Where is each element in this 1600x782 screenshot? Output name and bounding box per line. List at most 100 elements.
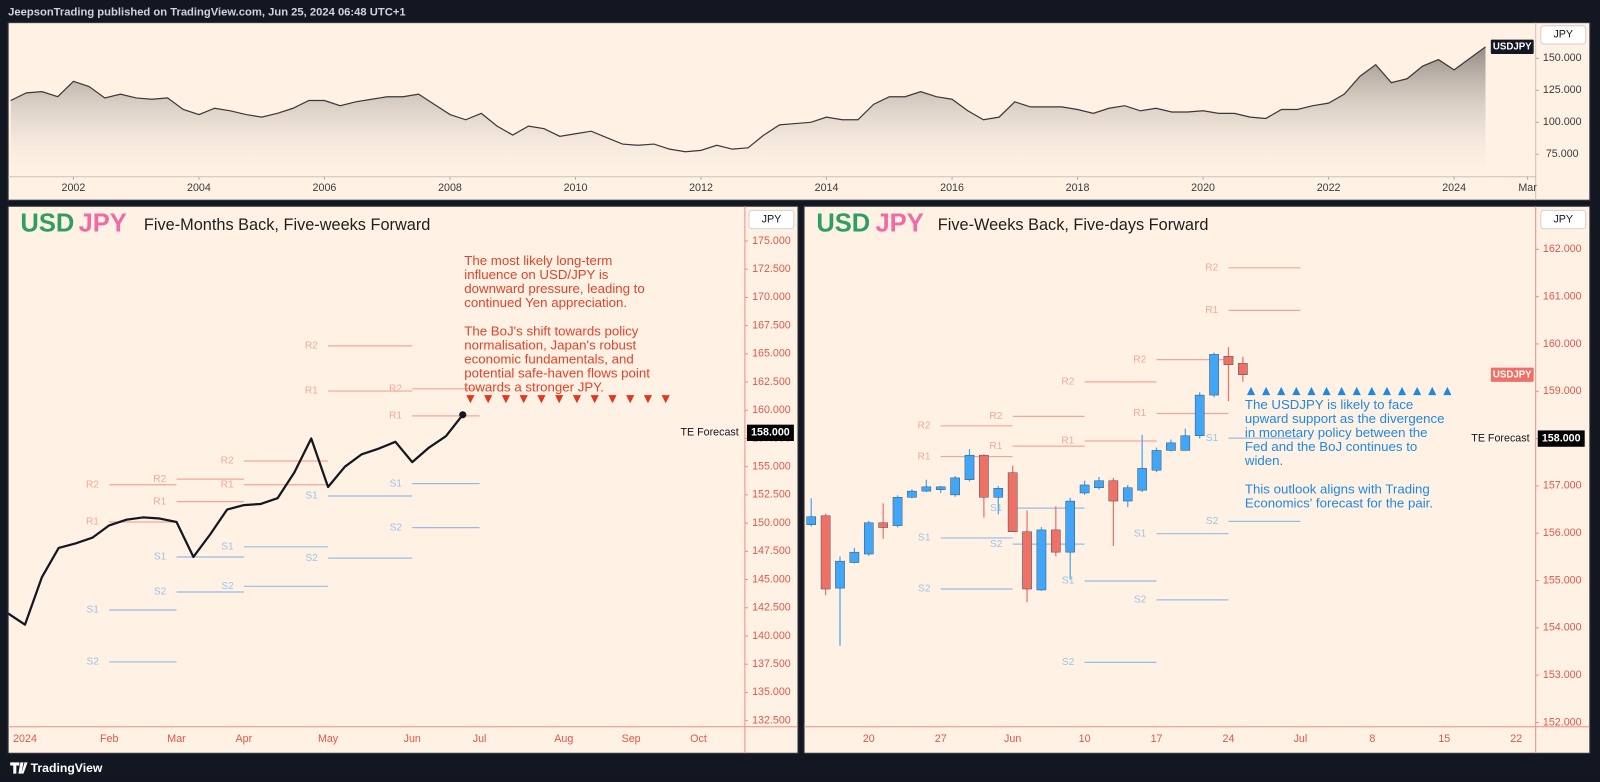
- x-tick-label: Jul: [473, 733, 487, 745]
- y-tick-label: 172.500: [752, 263, 791, 275]
- y-tick-label: 152.000: [1543, 716, 1582, 728]
- candle-body: [935, 486, 946, 490]
- y-tick-label: 154.000: [1543, 622, 1582, 634]
- annotation-line: in monetary policy between the: [1245, 425, 1428, 440]
- x-tick-label: Jul: [1294, 733, 1308, 745]
- annotation-line: economic fundamentals, and: [464, 351, 633, 366]
- pivot-label: S1: [87, 605, 100, 616]
- x-tick-label: May: [318, 733, 339, 745]
- pivot-label: S2: [390, 522, 403, 533]
- y-tick-label: 135.000: [752, 686, 791, 698]
- candle-body: [921, 486, 932, 492]
- pivot-label: S2: [1206, 516, 1219, 527]
- signal-arrow: [519, 395, 528, 404]
- x-tick-label: 22: [1510, 733, 1522, 745]
- annotation-line: potential safe-haven flows point: [464, 366, 650, 381]
- pivot-label: R1: [86, 517, 99, 528]
- axis-unit-box: [1540, 209, 1587, 230]
- pivot-label: S1: [154, 552, 167, 563]
- pivot-label: S1: [990, 503, 1003, 514]
- candle-body: [1122, 487, 1133, 502]
- y-tick-label: 153.000: [1543, 669, 1582, 681]
- x-tick-label: Jun: [1004, 733, 1021, 745]
- signal-arrow: [537, 395, 546, 404]
- signal-arrow: [1413, 386, 1422, 396]
- y-tick-label: 170.000: [752, 291, 791, 303]
- pivot-label: R2: [1205, 262, 1218, 273]
- candle-body: [849, 551, 860, 563]
- y-tick-label: 167.500: [752, 319, 791, 331]
- y-tick-label: 160.000: [1543, 338, 1582, 350]
- pivot-label: R2: [389, 383, 402, 394]
- candle-body: [1065, 500, 1076, 553]
- candle-body: [1007, 472, 1018, 533]
- forecast-value: 158.000: [1542, 432, 1581, 444]
- symbol-badge: [1490, 367, 1534, 382]
- x-tick-label: 2018: [1066, 182, 1090, 194]
- x-tick-label: Mar: [167, 733, 186, 745]
- pivot-label: R1: [389, 411, 402, 422]
- pivot-label: R1: [153, 496, 166, 507]
- y-tick-label: 147.500: [752, 545, 791, 557]
- signal-arrow: [466, 395, 475, 404]
- y-tick-label: 137.500: [752, 658, 791, 670]
- signal-arrow: [1246, 386, 1256, 396]
- pivot-label: S1: [1062, 576, 1075, 587]
- y-tick-label: 140.000: [752, 630, 791, 642]
- y-tick-label: 100.000: [1543, 116, 1582, 128]
- candle-body: [1209, 354, 1219, 396]
- signal-arrow: [1322, 386, 1331, 396]
- signal-arrow: [1397, 386, 1407, 396]
- pivot-label: R1: [1061, 436, 1074, 447]
- candle-body: [1194, 394, 1205, 436]
- y-tick-label: 175.000: [752, 235, 791, 247]
- pivot-label: S2: [154, 587, 167, 598]
- y-tick-label: 125.000: [1543, 84, 1582, 96]
- symbol-quote: JPY: [79, 209, 127, 237]
- pivot-label: S2: [990, 539, 1003, 550]
- signal-arrow: [590, 395, 599, 404]
- candle-body: [1223, 356, 1234, 365]
- publish-info: JeepsonTrading published on TradingView.…: [8, 6, 405, 18]
- pivot-label: R2: [305, 341, 318, 352]
- axis-unit-box: [1540, 25, 1587, 45]
- annotation-line: The most likely long-term: [464, 253, 612, 268]
- pivot-label: S2: [1062, 657, 1075, 668]
- y-tick-label: 162.500: [752, 376, 791, 388]
- candle-body: [1094, 480, 1104, 489]
- signal-arrow: [1382, 386, 1392, 396]
- candle-body: [964, 454, 975, 480]
- y-tick-label: 165.000: [752, 348, 791, 360]
- y-tick-label: 155.000: [752, 461, 791, 473]
- symbol-badge: [1490, 39, 1534, 54]
- annotation-line: normalisation, Japan's robust: [464, 337, 636, 352]
- pivot-label: R1: [989, 441, 1002, 452]
- candle-body: [907, 490, 917, 498]
- pivot-label: S1: [390, 478, 403, 489]
- candle-body: [878, 522, 888, 528]
- annotation-line: downward pressure, leading to: [464, 281, 644, 296]
- candle-body: [1137, 468, 1147, 491]
- chart-title: Five-Weeks Back, Five-days Forward: [938, 216, 1209, 234]
- x-tick-label: Mar: [1518, 182, 1537, 194]
- pivot-label: R2: [1133, 354, 1146, 365]
- signal-arrow: [1428, 386, 1437, 396]
- brand: TradingView: [31, 761, 103, 775]
- left-panel: [7, 205, 799, 754]
- pivot-label: R2: [153, 474, 166, 485]
- y-tick-label: 160.000: [752, 404, 791, 416]
- forecast-label: TE Forecast: [680, 427, 738, 439]
- signal-arrow: [626, 395, 635, 404]
- candle-body: [892, 497, 903, 526]
- forecast-value: 158.000: [751, 427, 790, 439]
- y-tick-label: 150.000: [1543, 52, 1582, 64]
- x-tick-label: 2004: [187, 182, 211, 194]
- symbol-base: USD: [20, 209, 74, 237]
- symbol-badge-text: USDJPY: [1493, 369, 1532, 380]
- axis-unit-box: [748, 209, 795, 230]
- annotation-line: widen.: [1244, 453, 1283, 468]
- x-tick-label: 2010: [564, 182, 588, 194]
- y-tick-label: 132.500: [752, 714, 791, 726]
- pivot-label: R2: [1061, 377, 1074, 388]
